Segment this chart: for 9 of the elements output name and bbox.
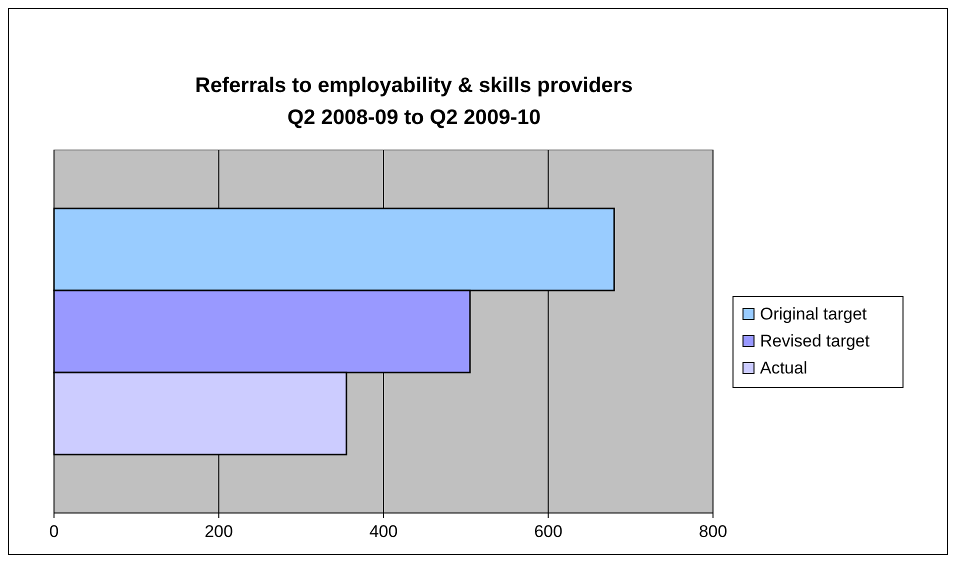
x-tick-label: 200 bbox=[204, 522, 233, 541]
legend-label: Original target bbox=[760, 304, 868, 324]
legend-label: Actual bbox=[760, 358, 808, 378]
legend-label: Revised target bbox=[760, 332, 870, 350]
x-tick-label: 800 bbox=[698, 522, 728, 541]
x-tick-label: 0 bbox=[49, 522, 59, 541]
chart-title: Referrals to employability & skills providers Q2 2008-09 to Q2 2009-10 bbox=[195, 74, 633, 129]
x-tick-label: 600 bbox=[534, 522, 562, 541]
x-tick-label: 400 bbox=[369, 522, 398, 541]
